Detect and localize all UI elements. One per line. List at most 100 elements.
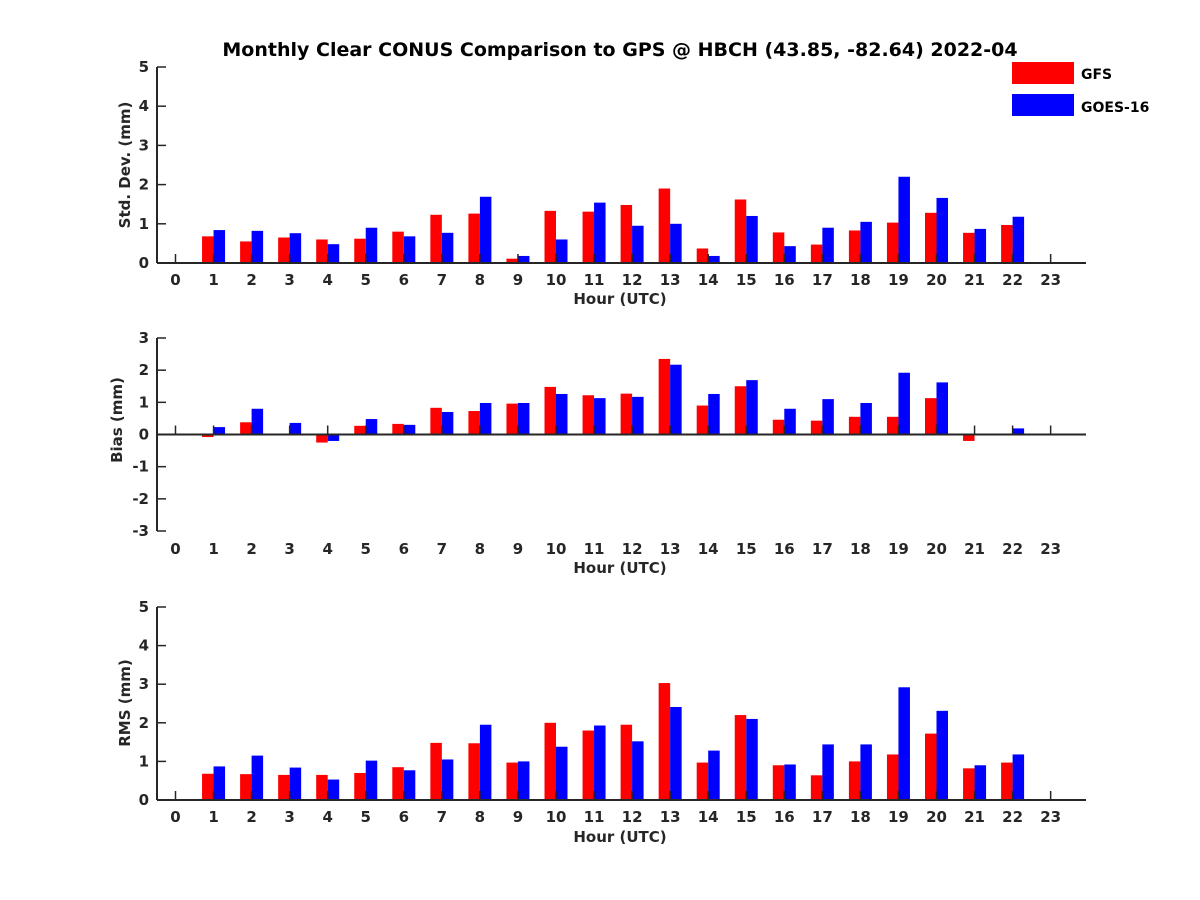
x-tick-label: 18 xyxy=(850,540,871,558)
x-tick-label: 3 xyxy=(284,808,294,826)
x-tick-label: 2 xyxy=(246,808,256,826)
y-tick-label: 1 xyxy=(139,215,149,233)
x-tick-label: 21 xyxy=(964,808,985,826)
bar-goes16-hour-13 xyxy=(670,706,682,800)
x-tick-label: 23 xyxy=(1040,808,1061,826)
x-tick-label: 21 xyxy=(964,540,985,558)
bar-goes16-hour-6 xyxy=(403,236,416,263)
bar-goes16-hour-6 xyxy=(403,770,416,800)
bar-gfs-hour-14 xyxy=(696,405,709,435)
bar-gfs-hour-19 xyxy=(886,416,899,435)
y-tick-label: 0 xyxy=(139,426,149,444)
bar-gfs-hour-16 xyxy=(772,232,785,263)
legend-label-gfs: GFS xyxy=(1081,67,1112,83)
bar-gfs-hour-12 xyxy=(620,204,633,263)
bar-goes16-hour-16 xyxy=(784,408,796,435)
bar-gfs-hour-22 xyxy=(1001,224,1013,263)
x-tick-label: 10 xyxy=(546,808,567,826)
x-tick-label: 22 xyxy=(1002,808,1023,826)
x-tick-label: 11 xyxy=(584,271,605,289)
x-tick-label: 23 xyxy=(1040,271,1061,289)
y-tick-label: -2 xyxy=(132,490,149,508)
bar-gfs-hour-20 xyxy=(925,733,937,800)
y-tick-label: 3 xyxy=(139,329,149,347)
bar-gfs-hour-15 xyxy=(734,715,747,800)
bar-gfs-hour-5 xyxy=(354,238,366,263)
bar-gfs-hour-19 xyxy=(886,754,899,800)
bar-gfs-hour-4 xyxy=(316,434,328,443)
bar-gfs-hour-11 xyxy=(582,211,595,263)
bar-goes16-hour-20 xyxy=(936,382,948,435)
bar-goes16-hour-12 xyxy=(632,741,644,800)
bar-gfs-hour-14 xyxy=(696,762,709,800)
x-tick-label: 1 xyxy=(208,271,218,289)
y-tick-label: 4 xyxy=(139,637,149,655)
x-tick-label: 9 xyxy=(513,271,523,289)
bar-gfs-hour-21 xyxy=(963,768,975,800)
bar-goes16-hour-1 xyxy=(213,766,226,800)
bar-gfs-hour-10 xyxy=(544,722,556,800)
bar-gfs-hour-8 xyxy=(468,411,480,435)
x-tick-label: 5 xyxy=(361,808,371,826)
bar-gfs-hour-7 xyxy=(430,407,442,435)
x-tick-label: 13 xyxy=(660,271,681,289)
bar-gfs-hour-11 xyxy=(582,730,595,800)
x-tick-label: 9 xyxy=(513,540,523,558)
x-tick-label: 19 xyxy=(888,808,909,826)
x-tick-label: 8 xyxy=(475,271,485,289)
bar-gfs-hour-8 xyxy=(468,743,480,800)
x-tick-label: 14 xyxy=(698,808,719,826)
bar-goes16-hour-14 xyxy=(708,393,720,435)
x-tick-label: 0 xyxy=(170,540,180,558)
bar-goes16-hour-1 xyxy=(213,230,226,263)
bar-goes16-hour-7 xyxy=(441,411,454,435)
x-tick-label: 16 xyxy=(774,271,795,289)
bar-gfs-hour-2 xyxy=(240,422,252,435)
x-tick-label: 12 xyxy=(622,271,643,289)
bar-goes16-hour-21 xyxy=(974,765,987,800)
x-tick-label: 6 xyxy=(399,540,409,558)
x-tick-label: 16 xyxy=(774,808,795,826)
bar-goes16-hour-5 xyxy=(365,419,378,435)
y-axis-label: Bias (mm) xyxy=(108,377,126,463)
bar-goes16-hour-18 xyxy=(860,744,872,800)
legend-label-goes16: GOES-16 xyxy=(1081,100,1149,116)
x-tick-label: 14 xyxy=(698,540,719,558)
bar-goes16-hour-8 xyxy=(479,724,492,800)
bar-goes16-hour-2 xyxy=(251,230,264,263)
chart-title: Monthly Clear CONUS Comparison to GPS @ … xyxy=(222,39,1017,61)
y-tick-label: 0 xyxy=(139,254,149,272)
bar-goes16-hour-8 xyxy=(479,402,492,435)
bar-goes16-hour-20 xyxy=(936,710,948,800)
x-tick-label: 19 xyxy=(888,271,909,289)
bar-gfs-hour-17 xyxy=(810,244,823,263)
x-tick-label: 14 xyxy=(698,271,719,289)
bar-goes16-hour-4 xyxy=(327,434,340,441)
x-tick-label: 11 xyxy=(584,540,605,558)
bar-gfs-hour-6 xyxy=(392,231,404,263)
y-tick-label: 5 xyxy=(139,58,149,76)
bar-gfs-hour-5 xyxy=(354,425,366,435)
bar-gfs-hour-3 xyxy=(278,237,290,263)
x-tick-label: 16 xyxy=(774,540,795,558)
x-tick-label: 9 xyxy=(513,808,523,826)
bar-goes16-hour-4 xyxy=(327,244,340,263)
x-tick-label: 5 xyxy=(361,271,371,289)
bar-gfs-hour-16 xyxy=(772,419,785,435)
bar-goes16-hour-22 xyxy=(1012,754,1025,800)
bar-goes16-hour-3 xyxy=(289,767,302,800)
legend-swatch-goes16 xyxy=(1012,94,1074,116)
y-axis-label: RMS (mm) xyxy=(116,659,134,746)
bar-gfs-hour-6 xyxy=(392,423,404,435)
x-tick-label: 0 xyxy=(170,271,180,289)
x-tick-label: 4 xyxy=(322,808,332,826)
x-tick-label: 8 xyxy=(475,540,485,558)
bar-goes16-hour-2 xyxy=(251,755,264,800)
bar-goes16-hour-16 xyxy=(784,764,796,800)
bar-goes16-hour-11 xyxy=(594,202,606,263)
x-tick-label: 6 xyxy=(399,808,409,826)
bar-goes16-hour-3 xyxy=(289,233,302,263)
